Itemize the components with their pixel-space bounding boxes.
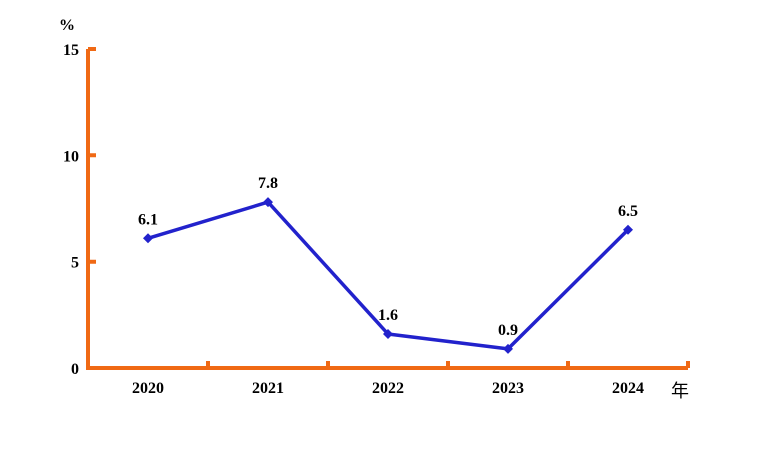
x-axis-category-label: 2023 (492, 380, 524, 397)
x-axis-category-label: 2021 (252, 380, 284, 397)
y-axis-tick-label: 5 (71, 255, 79, 272)
data-point-label: 0.9 (498, 322, 518, 339)
axis-lines (86, 47, 690, 370)
y-axis-tick-label: 10 (63, 148, 79, 165)
axes (86, 47, 690, 370)
x-axis-category-label: 2022 (372, 380, 404, 397)
y-axis-tick-labels: 0 5 10 15 (63, 42, 79, 378)
data-point-marker (623, 224, 633, 235)
x-axis-unit-label: 年 (671, 381, 689, 401)
y-axis-tick-label: 15 (63, 42, 79, 59)
data-point-label: 7.8 (258, 175, 278, 192)
data-point-marker (263, 197, 273, 208)
data-point-marker (143, 233, 153, 244)
x-axis-category-label: 2020 (132, 380, 164, 397)
data-point-label: 6.5 (618, 203, 638, 220)
data-point-marker (383, 329, 393, 339)
x-axis-category-label: 2024 (612, 380, 644, 397)
series-line (147, 200, 630, 351)
data-point-label: 6.1 (138, 211, 158, 228)
data-point-label: 1.6 (378, 307, 398, 324)
data-point-labels: 6.1 7.8 1.6 0.9 6.5 (138, 175, 638, 339)
data-series (143, 197, 633, 354)
y-axis-tick-label: 0 (71, 361, 79, 378)
y-axis-unit-label: % (59, 17, 75, 34)
data-point-marker (503, 343, 513, 354)
x-axis-category-labels: 2020 2021 2022 2023 2024 (132, 380, 644, 397)
